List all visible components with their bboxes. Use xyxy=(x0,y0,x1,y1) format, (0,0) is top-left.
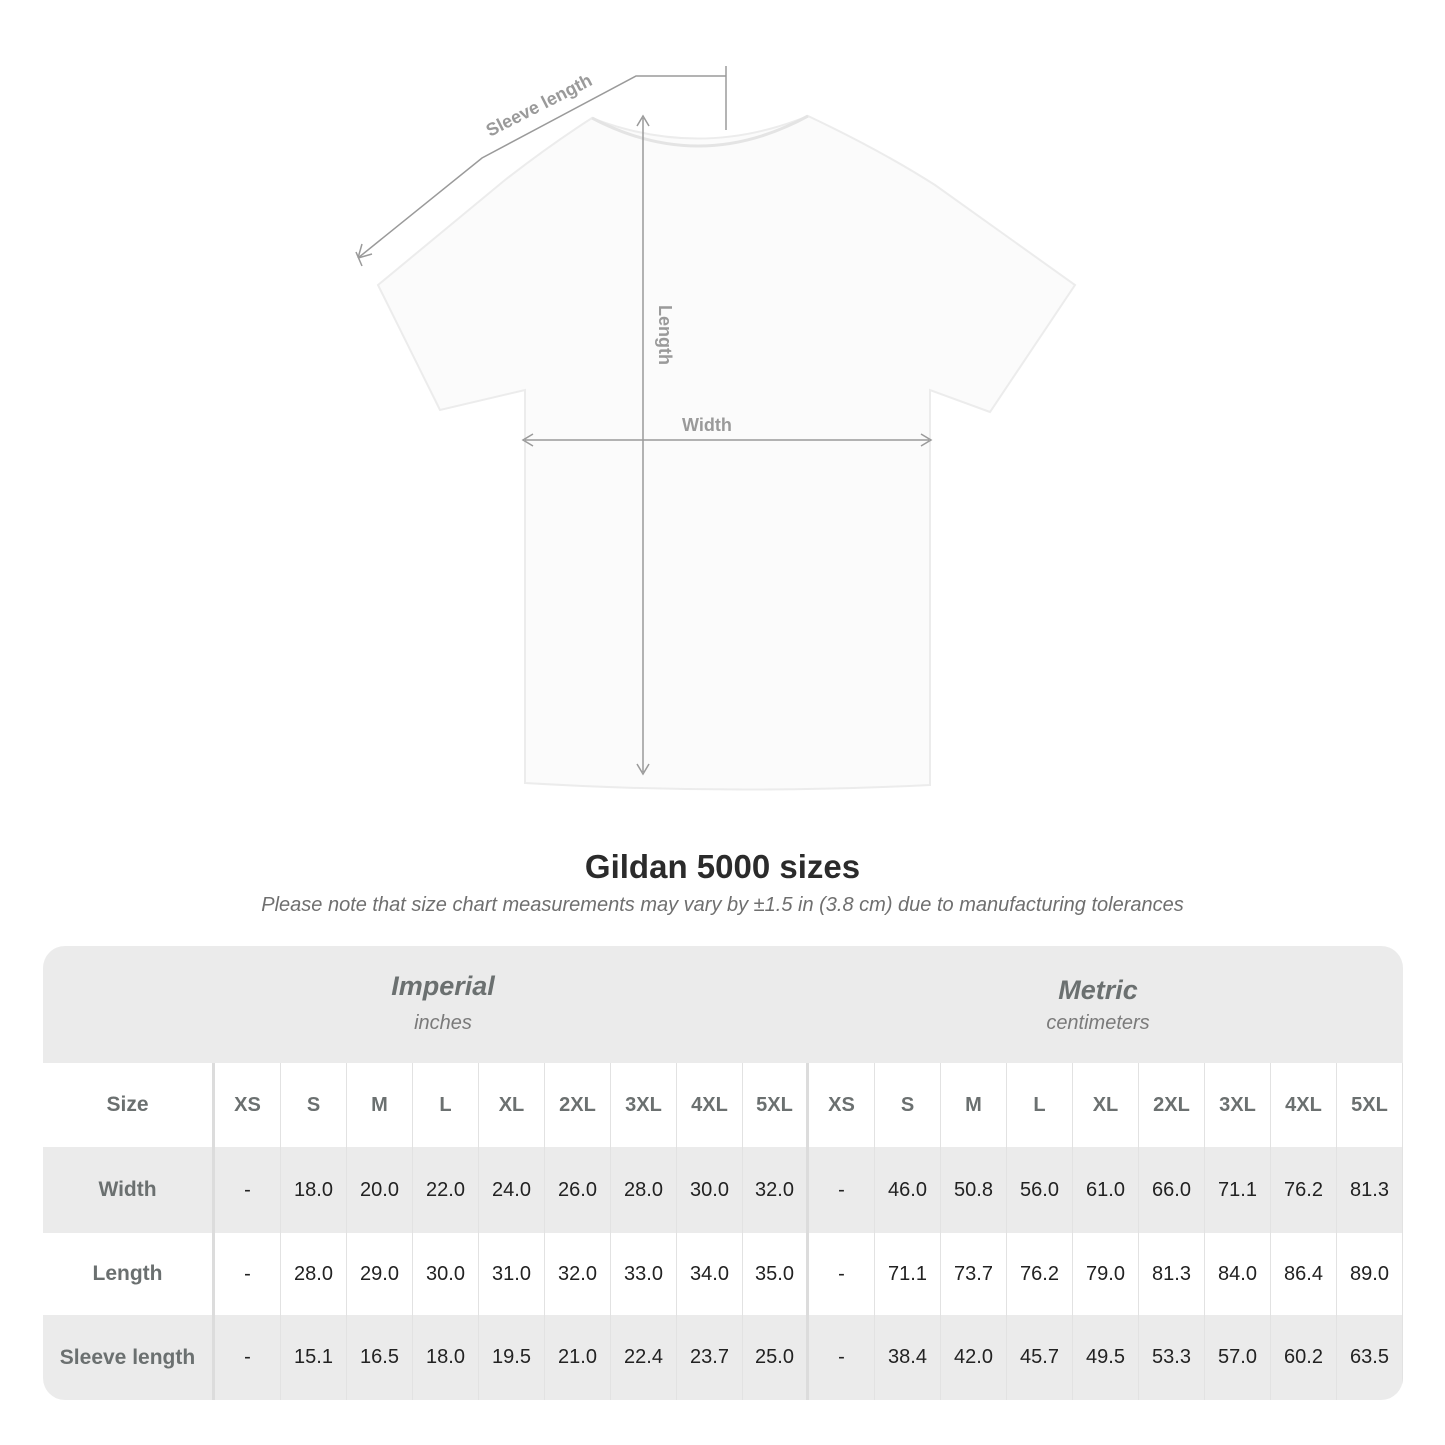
table-cell-imperial: 23.7 xyxy=(677,1315,743,1400)
size-header-metric: 3XL xyxy=(1205,1063,1271,1147)
table-cell-metric: 76.2 xyxy=(1007,1233,1073,1315)
chart-title: Gildan 5000 sizes xyxy=(584,848,861,885)
table-cell-metric: 86.4 xyxy=(1271,1233,1337,1315)
table-cell-imperial: 18.0 xyxy=(281,1147,347,1233)
imperial-header: Imperial inches xyxy=(215,946,677,1063)
metric-unit: centimeters xyxy=(1046,1012,1150,1034)
table-cell-metric: 71.1 xyxy=(1205,1147,1271,1233)
table-cell-imperial: 20.0 xyxy=(347,1147,413,1233)
table-cell-metric: 45.7 xyxy=(1007,1315,1073,1400)
table-cell-imperial: - xyxy=(215,1315,281,1400)
table-cell-metric: 53.3 xyxy=(1139,1315,1205,1400)
table-cell-metric: 63.5 xyxy=(1337,1315,1403,1400)
size-header-metric: 2XL xyxy=(1139,1063,1205,1147)
table-cell-imperial: 19.5 xyxy=(479,1315,545,1400)
table-cell-imperial: 35.0 xyxy=(743,1233,809,1315)
table-cell-metric: 42.0 xyxy=(941,1315,1007,1400)
table-row: Width -18.0 20.0 22.0 24.0 26.0 28.0 30.0 32.0-4… xyxy=(43,1147,1403,1233)
table-cell-imperial: 34.0 xyxy=(677,1233,743,1315)
size-header-metric: XS xyxy=(809,1063,875,1147)
tshirt-diagram: Sleeve length Length Width xyxy=(355,66,1077,791)
table-cell-imperial: - xyxy=(215,1147,281,1233)
size-header-metric: 5XL xyxy=(1337,1063,1403,1147)
table-cell-imperial: 22.4 xyxy=(611,1315,677,1400)
table-cell-imperial: 24.0 xyxy=(479,1147,545,1233)
row-label: Sleeve length xyxy=(43,1315,215,1400)
table-cell-imperial: 15.1 xyxy=(281,1315,347,1400)
size-header-metric: S xyxy=(875,1063,941,1147)
length-label: Length xyxy=(655,305,675,365)
size-table: Imperial inches Metric centimeters Size X… xyxy=(43,946,1403,1400)
metric-header: Metric centimeters xyxy=(809,946,1403,1063)
table-cell-metric: 46.0 xyxy=(875,1147,941,1233)
size-header-imperial: 4XL xyxy=(677,1063,743,1147)
size-header-imperial: M xyxy=(347,1063,413,1147)
size-header-metric: XL xyxy=(1073,1063,1139,1147)
size-header-metric: L xyxy=(1007,1063,1073,1147)
table-cell-metric: 60.2 xyxy=(1271,1315,1337,1400)
tolerance-note: Please note that size chart measurements… xyxy=(261,894,1184,916)
size-header-imperial: XS xyxy=(215,1063,281,1147)
table-cell-metric: 81.3 xyxy=(1139,1233,1205,1315)
size-header-metric: 4XL xyxy=(1271,1063,1337,1147)
size-header-imperial: L xyxy=(413,1063,479,1147)
size-header-imperial: 2XL xyxy=(545,1063,611,1147)
table-cell-metric: 57.0 xyxy=(1205,1315,1271,1400)
table-cell-imperial: 22.0 xyxy=(413,1147,479,1233)
table-cell-imperial: 25.0 xyxy=(743,1315,809,1400)
table-cell-imperial: 32.0 xyxy=(545,1233,611,1315)
table-cell-imperial: - xyxy=(215,1233,281,1315)
size-header-imperial: 3XL xyxy=(611,1063,677,1147)
table-cell-metric: 66.0 xyxy=(1139,1147,1205,1233)
sleeve-measure-line xyxy=(357,75,726,259)
size-header-imperial: XL xyxy=(479,1063,545,1147)
width-label: Width xyxy=(682,415,732,435)
table-cell-metric: 56.0 xyxy=(1007,1147,1073,1233)
table-cell-metric: 38.4 xyxy=(875,1315,941,1400)
row-label: Width xyxy=(43,1147,215,1233)
size-header-row: Size XS S M L XL 2XL 3XL 4XL 5XL XS S M L XL 2XL 3XL 4XL 5… xyxy=(43,1063,1403,1147)
table-cell-imperial: 29.0 xyxy=(347,1233,413,1315)
table-cell-metric: 84.0 xyxy=(1205,1233,1271,1315)
imperial-title: Imperial xyxy=(391,971,495,1001)
row-label: Length xyxy=(43,1233,215,1315)
measurement-lines xyxy=(355,66,933,776)
row-label: Size xyxy=(43,1063,215,1147)
size-header-imperial: 5XL xyxy=(743,1063,809,1147)
table-cell-metric: - xyxy=(809,1315,875,1400)
table-cell-imperial: 28.0 xyxy=(611,1147,677,1233)
size-header-metric: M xyxy=(941,1063,1007,1147)
table-cell-metric: 49.5 xyxy=(1073,1315,1139,1400)
table-cell-metric: 76.2 xyxy=(1271,1147,1337,1233)
table-cell-metric: 89.0 xyxy=(1337,1233,1403,1315)
table-cell-imperial: 30.0 xyxy=(413,1233,479,1315)
table-cell-metric: 79.0 xyxy=(1073,1233,1139,1315)
table-cell-imperial: 16.5 xyxy=(347,1315,413,1400)
table-cell-imperial: 31.0 xyxy=(479,1233,545,1315)
table-cell-metric: 71.1 xyxy=(875,1233,941,1315)
table-row: Sleeve length -15.1 16.5 18.0 19.5 21.0 22.4 23… xyxy=(43,1315,1403,1400)
table-cell-metric: 81.3 xyxy=(1337,1147,1403,1233)
table-row: Length -28.0 29.0 30.0 31.0 32.0 33.0 34.0 35.0-… xyxy=(43,1233,1403,1315)
table-cell-metric: 73.7 xyxy=(941,1233,1007,1315)
tshirt-collar xyxy=(591,114,809,148)
table-cell-metric: 61.0 xyxy=(1073,1147,1139,1233)
table-cell-imperial: 18.0 xyxy=(413,1315,479,1400)
table-cell-imperial: 33.0 xyxy=(611,1233,677,1315)
table-cell-imperial: 26.0 xyxy=(545,1147,611,1233)
table-cell-metric: - xyxy=(809,1147,875,1233)
size-header-imperial: S xyxy=(281,1063,347,1147)
metric-title: Metric xyxy=(1058,975,1138,1005)
table-cell-imperial: 30.0 xyxy=(677,1147,743,1233)
units-header: Imperial inches Metric centimeters xyxy=(43,946,1403,1063)
imperial-unit: inches xyxy=(414,1012,472,1034)
table-cell-metric: - xyxy=(809,1233,875,1315)
tshirt-shape xyxy=(376,114,1077,791)
table-cell-imperial: 32.0 xyxy=(743,1147,809,1233)
table-cell-imperial: 28.0 xyxy=(281,1233,347,1315)
table-cell-metric: 50.8 xyxy=(941,1147,1007,1233)
table-cell-imperial: 21.0 xyxy=(545,1315,611,1400)
